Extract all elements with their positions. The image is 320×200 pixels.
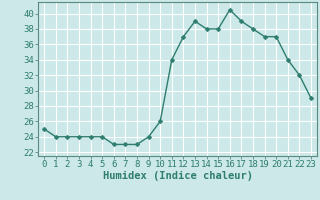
X-axis label: Humidex (Indice chaleur): Humidex (Indice chaleur) [103, 171, 252, 181]
